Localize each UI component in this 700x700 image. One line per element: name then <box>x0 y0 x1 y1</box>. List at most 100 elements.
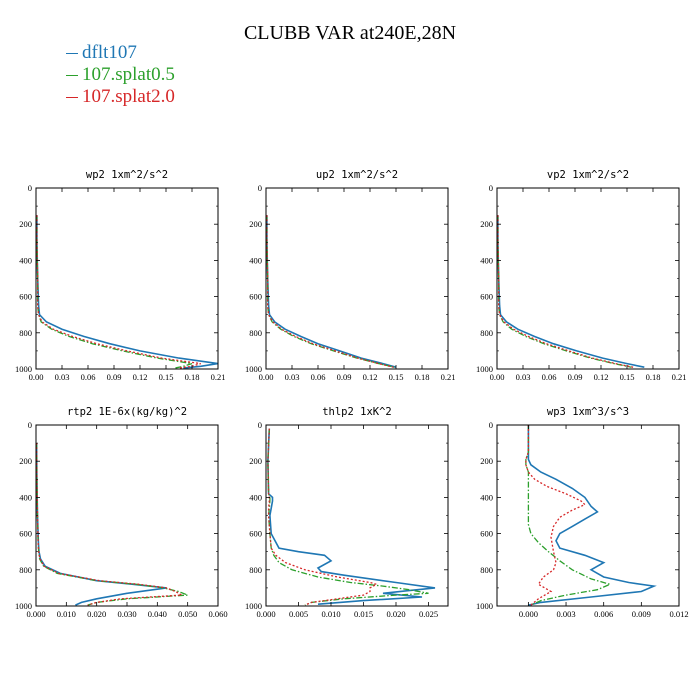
y-tick-label: 0 <box>28 420 32 430</box>
x-tick-label: 0.09 <box>568 372 583 382</box>
series-line-107.splat2.0 <box>266 215 394 368</box>
y-tick-label: 200 <box>249 219 262 229</box>
legend-swatch <box>66 97 78 99</box>
y-tick-label: 0 <box>28 183 32 193</box>
y-tick-label: 400 <box>480 492 493 502</box>
x-tick-label: 0.15 <box>389 372 404 382</box>
x-tick-label: 0.010 <box>321 609 340 619</box>
series-line-dflt107 <box>527 425 657 606</box>
x-tick-label: 0.050 <box>178 609 197 619</box>
panel-title: thlp2 1xK^2 <box>322 406 392 418</box>
legend-item-splat0.5: 107.splat0.5 <box>66 64 175 86</box>
y-tick-label: 200 <box>249 456 262 466</box>
series-line-107.splat0.5 <box>36 215 193 369</box>
series-line-107.splat2.0 <box>267 428 379 606</box>
y-tick-label: 600 <box>19 292 32 302</box>
x-tick-label: 0.00 <box>490 372 505 382</box>
x-tick-label: 0.060 <box>208 609 227 619</box>
series-line-107.splat2.0 <box>497 215 634 368</box>
plot-frame <box>35 187 219 370</box>
series-line-dflt107 <box>267 428 436 605</box>
x-tick-label: 0.18 <box>185 372 200 382</box>
x-tick-label: 0.000 <box>256 609 275 619</box>
series-line-dflt107 <box>36 215 218 369</box>
y-tick-label: 600 <box>249 292 262 302</box>
series-line-dflt107 <box>497 215 645 368</box>
plot-frame <box>265 424 449 607</box>
x-tick-label: 0.025 <box>419 609 438 619</box>
legend-label: dflt107 <box>82 42 137 63</box>
y-tick-label: 800 <box>19 328 32 338</box>
series-line-107.splat0.5 <box>267 428 429 606</box>
y-tick-label: 400 <box>249 492 262 502</box>
figure-title: CLUBB VAR at240E,28N <box>243 22 457 44</box>
x-tick-label: 0.06 <box>542 372 557 382</box>
legend-label: 107.splat2.0 <box>82 86 175 107</box>
y-tick-label: 600 <box>480 529 493 539</box>
x-tick-label: 0.006 <box>594 609 613 619</box>
y-tick-label: 800 <box>249 328 262 338</box>
panel-title: wp2 1xm^2/s^2 <box>86 169 168 181</box>
series-line-107.splat2.0 <box>525 425 587 606</box>
series-line-107.splat0.5 <box>497 215 632 368</box>
legend-swatch <box>66 75 78 77</box>
y-tick-label: 400 <box>19 492 32 502</box>
x-tick-label: 0.003 <box>556 609 575 619</box>
x-tick-label: 0.030 <box>117 609 136 619</box>
plot-frame <box>496 424 680 607</box>
x-tick-label: 0.03 <box>516 372 531 382</box>
x-tick-label: 0.020 <box>386 609 405 619</box>
series-line-dflt107 <box>266 215 397 368</box>
series-line-107.splat2.0 <box>36 443 184 606</box>
x-tick-label: 0.03 <box>285 372 300 382</box>
x-tick-label: 0.040 <box>148 609 167 619</box>
x-tick-label: 0.000 <box>26 609 45 619</box>
legend-item-splat2.0: 107.splat2.0 <box>66 86 175 108</box>
y-tick-label: 800 <box>249 565 262 575</box>
legend: dflt107 107.splat0.5 107.splat2.0 <box>66 42 175 108</box>
plot-frame <box>265 187 449 370</box>
x-tick-label: 0.020 <box>87 609 106 619</box>
y-tick-label: 800 <box>480 328 493 338</box>
x-tick-label: 0.09 <box>337 372 352 382</box>
x-tick-label: 0.18 <box>415 372 430 382</box>
x-tick-label: 0.00 <box>29 372 44 382</box>
x-tick-label: 0.15 <box>159 372 174 382</box>
y-tick-label: 800 <box>19 565 32 575</box>
panel-title: rtp2 1E-6x(kg/kg)^2 <box>67 406 187 418</box>
x-tick-label: 0.005 <box>289 609 308 619</box>
x-tick-label: 0.21 <box>672 372 687 382</box>
y-tick-label: 400 <box>249 255 262 265</box>
x-tick-label: 0.06 <box>311 372 326 382</box>
y-tick-label: 600 <box>19 529 32 539</box>
y-tick-label: 600 <box>249 529 262 539</box>
series-line-107.splat0.5 <box>266 215 395 368</box>
x-tick-label: 0.12 <box>594 372 609 382</box>
y-tick-label: 1000 <box>476 601 493 611</box>
y-tick-label: 0 <box>489 183 493 193</box>
chart-panel: wp3 1xm^3/s^3 0 200 400 600 800 1000 0.000 0.003… <box>476 406 689 619</box>
legend-label: 107.splat0.5 <box>82 64 175 85</box>
plot-frame <box>35 424 219 607</box>
series-line-107.splat0.5 <box>36 443 188 606</box>
x-tick-label: 0.009 <box>632 609 651 619</box>
y-tick-label: 400 <box>19 255 32 265</box>
y-tick-label: 1000 <box>15 601 32 611</box>
x-tick-label: 0.12 <box>133 372 148 382</box>
panel-title: up2 1xm^2/s^2 <box>316 169 398 181</box>
panel-title: vp2 1xm^2/s^2 <box>547 169 629 181</box>
x-tick-label: 0.06 <box>81 372 96 382</box>
y-tick-label: 200 <box>19 456 32 466</box>
x-tick-label: 0.03 <box>55 372 70 382</box>
x-tick-label: 0.15 <box>620 372 635 382</box>
y-tick-label: 0 <box>489 420 493 430</box>
y-tick-label: 1000 <box>245 364 262 374</box>
x-tick-label: 0.09 <box>107 372 122 382</box>
y-tick-label: 400 <box>480 255 493 265</box>
x-tick-label: 0.21 <box>211 372 226 382</box>
series-line-107.splat0.5 <box>525 425 612 606</box>
legend-swatch <box>66 53 78 55</box>
